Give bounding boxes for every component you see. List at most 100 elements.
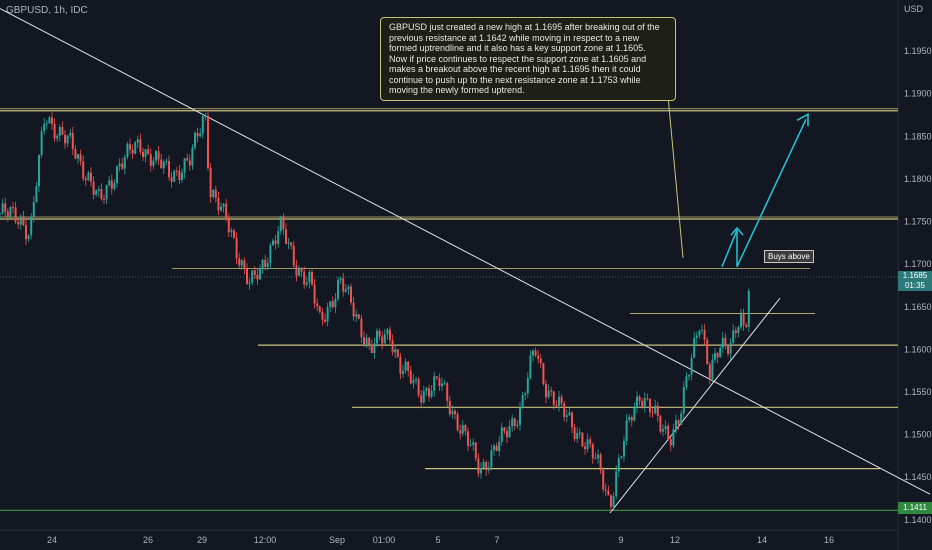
candle-body bbox=[563, 403, 566, 418]
price-axis[interactable]: 1.1950 1.1900 1.1850 1.1800 1.1750 1.1700 1.16… bbox=[904, 46, 932, 525]
candle-body bbox=[368, 337, 371, 345]
candle-body bbox=[477, 458, 480, 474]
annotation-note[interactable]: GBPUSD just created a new high at 1.1695… bbox=[380, 17, 676, 101]
candle-body bbox=[724, 337, 727, 346]
candle-body bbox=[251, 270, 254, 283]
candle-body bbox=[22, 216, 25, 226]
y-tick-label: 1.1800 bbox=[904, 174, 932, 184]
candle-body bbox=[399, 357, 402, 374]
candle-body bbox=[602, 470, 605, 490]
candle-body bbox=[0, 213, 1, 215]
candle-body bbox=[706, 339, 709, 365]
candle-body bbox=[352, 302, 355, 317]
candle-body bbox=[74, 149, 77, 159]
candle-body bbox=[623, 441, 625, 457]
candle-body bbox=[389, 329, 391, 341]
candle-body bbox=[498, 441, 501, 452]
x-tick-label: 7 bbox=[494, 535, 499, 545]
candle-body bbox=[334, 298, 337, 308]
y-tick-label: 1.1900 bbox=[904, 89, 932, 99]
candle-body bbox=[716, 352, 719, 358]
candle-body bbox=[110, 180, 113, 189]
projection-arrow[interactable] bbox=[721, 118, 807, 268]
y-tick-label: 1.1600 bbox=[904, 344, 932, 354]
candle-body bbox=[633, 407, 636, 421]
time-axis[interactable]: 24 26 29 12:00 Sep 01:00 5 7 9 12 14 16 bbox=[47, 535, 834, 545]
candle-body bbox=[253, 270, 256, 275]
candle-body bbox=[482, 461, 485, 468]
candle-body bbox=[238, 258, 241, 266]
candle-body bbox=[279, 217, 282, 232]
candle-body bbox=[100, 189, 103, 200]
candle-body bbox=[745, 324, 748, 327]
candle-body bbox=[381, 336, 384, 344]
levels-layer bbox=[0, 108, 898, 512]
candle-body bbox=[300, 268, 303, 272]
candle-body bbox=[698, 330, 701, 336]
x-tick-label: Sep bbox=[329, 535, 345, 545]
candle-body bbox=[131, 149, 134, 154]
candle-body bbox=[173, 170, 176, 182]
candle-body bbox=[552, 391, 555, 406]
candle-body bbox=[92, 181, 95, 195]
candle-body bbox=[404, 361, 407, 371]
candle-body bbox=[409, 370, 412, 384]
candle-body bbox=[734, 330, 737, 333]
candle-body bbox=[516, 424, 519, 427]
candle-body bbox=[316, 303, 319, 307]
candle-body bbox=[680, 413, 683, 425]
candle-body bbox=[669, 439, 672, 446]
candle-body bbox=[4, 203, 7, 212]
candle-body bbox=[290, 242, 293, 246]
x-tick-label: 16 bbox=[824, 535, 834, 545]
candle-body bbox=[12, 207, 14, 209]
candle-body bbox=[295, 265, 298, 276]
candle-body bbox=[97, 189, 100, 191]
candle-body bbox=[526, 377, 529, 394]
candle-body bbox=[412, 379, 415, 384]
candle-body bbox=[214, 189, 217, 198]
symbol-label[interactable]: GBPUSD, 1h, IDC bbox=[6, 5, 88, 16]
uptrend-trendline[interactable] bbox=[609, 297, 781, 514]
buys-above-label[interactable]: Buys above bbox=[764, 250, 814, 263]
candle-body bbox=[194, 132, 196, 148]
candle-body bbox=[186, 158, 189, 161]
candle-body bbox=[53, 124, 56, 139]
candle-body bbox=[599, 454, 602, 471]
candle-body bbox=[129, 144, 131, 150]
candle-body bbox=[581, 432, 584, 447]
candle-body bbox=[383, 334, 386, 344]
candle-body bbox=[212, 189, 215, 198]
candle-body bbox=[545, 383, 547, 398]
candle-body bbox=[727, 345, 729, 354]
candle-body bbox=[376, 330, 378, 344]
candle-body bbox=[604, 489, 607, 491]
y-tick-label: 1.1550 bbox=[904, 387, 932, 397]
downtrend-trendline[interactable] bbox=[0, 8, 931, 495]
candle-body bbox=[625, 420, 628, 442]
candle-body bbox=[329, 301, 332, 308]
candle-body bbox=[264, 259, 267, 267]
annotation-line-1: GBPUSD just created a new high at 1.1695… bbox=[389, 22, 660, 53]
candle-body bbox=[719, 347, 722, 358]
y-tick-label: 1.1700 bbox=[904, 259, 932, 269]
candle-body bbox=[165, 161, 168, 163]
candle-body bbox=[222, 203, 225, 207]
candle-body bbox=[537, 355, 540, 359]
candle-body bbox=[464, 425, 467, 432]
candle-body bbox=[95, 190, 98, 195]
candle-body bbox=[181, 172, 183, 180]
candle-body bbox=[677, 420, 680, 425]
candle-body bbox=[204, 115, 207, 117]
candle-body bbox=[246, 269, 248, 285]
candle-body bbox=[178, 170, 181, 180]
candle-body bbox=[469, 444, 472, 446]
candle-body bbox=[196, 132, 199, 137]
candle-body bbox=[277, 231, 280, 244]
candle-body bbox=[547, 390, 550, 398]
candle-body bbox=[339, 278, 342, 280]
candle-body bbox=[415, 379, 417, 381]
candle-body bbox=[578, 432, 581, 434]
candles-layer bbox=[0, 110, 750, 513]
candle-body bbox=[617, 458, 620, 472]
